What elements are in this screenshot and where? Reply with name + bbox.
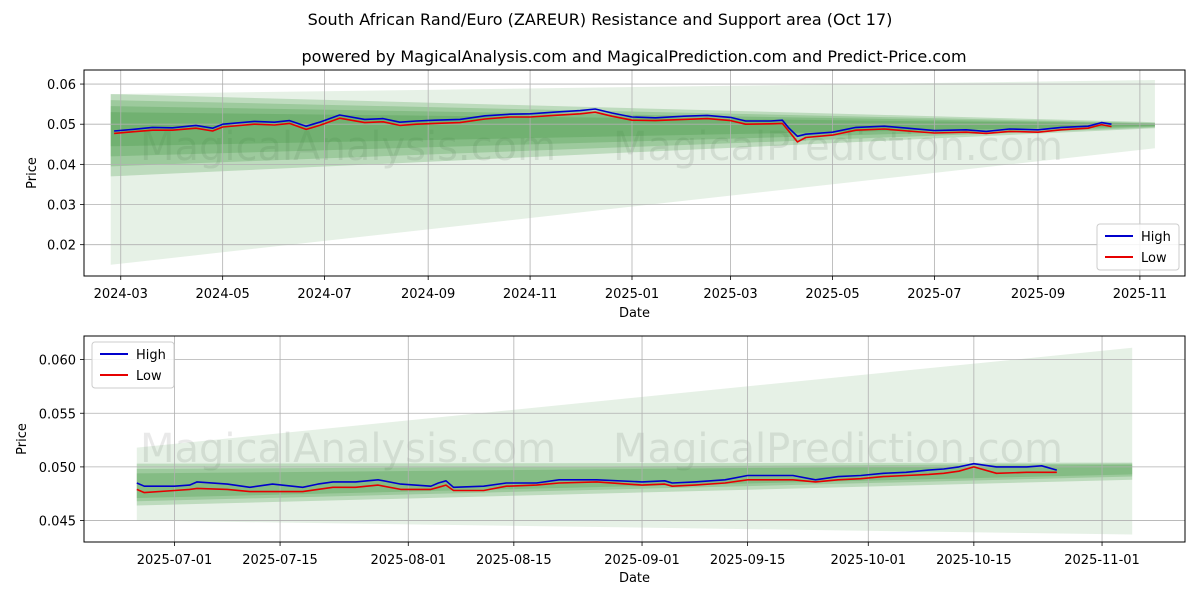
x-tick-label: 2025-03	[703, 287, 757, 302]
plot-area-frame	[83, 335, 1186, 543]
series-lines	[114, 108, 1112, 143]
support-resistance-band	[136, 347, 1133, 535]
x-tick-label: 2025-10-01	[830, 553, 906, 568]
y-tick-label: 0.05	[47, 118, 76, 133]
y-tick-label: 0.050	[39, 461, 76, 476]
x-tick-label: 2025-09-15	[710, 553, 786, 568]
x-tick-label: 2024-11	[503, 287, 557, 302]
x-tick-label: 2025-09-01	[604, 553, 680, 568]
x-tick-label: 2025-10-15	[936, 553, 1012, 568]
y-tick-label: 0.04	[47, 158, 76, 173]
y-tick-label: 0.055	[39, 407, 76, 422]
legend-label: High	[1141, 230, 1171, 245]
support-resistance-band	[110, 100, 1155, 167]
x-tick-label: 2025-01	[605, 287, 659, 302]
support-resistance-band	[110, 112, 1155, 147]
x-tick-label: 2025-09	[1011, 287, 1065, 302]
watermark-text: MagicalAnalysis.com	[140, 426, 556, 472]
legend-label: Low	[136, 369, 162, 384]
watermark-text: MagicalPrediction.com	[613, 426, 1063, 472]
x-tick-label: 2025-11	[1113, 287, 1167, 302]
legend: High Low	[91, 341, 175, 389]
legend-label: Low	[1141, 251, 1167, 266]
series-lines	[136, 462, 1058, 494]
x-tick-label: 2024-03	[94, 287, 148, 302]
x-tick-label: 2025-07-15	[242, 553, 318, 568]
y-axis-label: Price	[15, 423, 30, 455]
bottom-chart-panel: MagicalAnalysis.com MagicalPrediction.com…	[15, 335, 1186, 586]
support-resistance-bands	[136, 347, 1133, 535]
x-tick-label: 2024-09	[401, 287, 455, 302]
support-resistance-bands	[110, 80, 1155, 265]
series-line-high	[136, 462, 1058, 489]
series-line-high	[114, 108, 1112, 138]
x-axis-label: Date	[619, 571, 650, 586]
watermark-text: MagicalAnalysis.com	[140, 124, 556, 170]
x-tick-label: 2025-07-01	[137, 553, 213, 568]
legend: High Low	[1096, 223, 1180, 271]
y-tick-label: 0.03	[47, 199, 76, 214]
series-line-low	[136, 466, 1057, 494]
chart-title: South African Rand/Euro (ZAREUR) Resista…	[308, 10, 893, 29]
x-tick-label: 2025-07	[907, 287, 961, 302]
x-axis-label: Date	[619, 306, 650, 321]
x-tick-label: 2024-07	[297, 287, 351, 302]
x-tick-label: 2024-05	[196, 287, 250, 302]
y-tick-label: 0.02	[47, 239, 76, 254]
top-chart-panel: MagicalAnalysis.com MagicalPrediction.com…	[25, 69, 1186, 321]
x-tick-label: 2025-08-15	[476, 553, 552, 568]
legend-label: High	[136, 348, 166, 363]
x-tick-label: 2025-05	[805, 287, 859, 302]
y-tick-label: 0.045	[39, 515, 76, 530]
y-tick-label: 0.06	[47, 78, 76, 93]
x-tick-label: 2025-11-01	[1064, 553, 1140, 568]
x-tick-label: 2025-08-01	[370, 553, 446, 568]
plot-area-frame	[83, 69, 1186, 277]
chart-subtitle: powered by MagicalAnalysis.com and Magic…	[301, 47, 966, 66]
y-tick-label: 0.060	[39, 354, 76, 369]
support-resistance-band	[110, 94, 1155, 177]
y-axis-label: Price	[25, 157, 40, 189]
series-line-low	[114, 111, 1112, 143]
